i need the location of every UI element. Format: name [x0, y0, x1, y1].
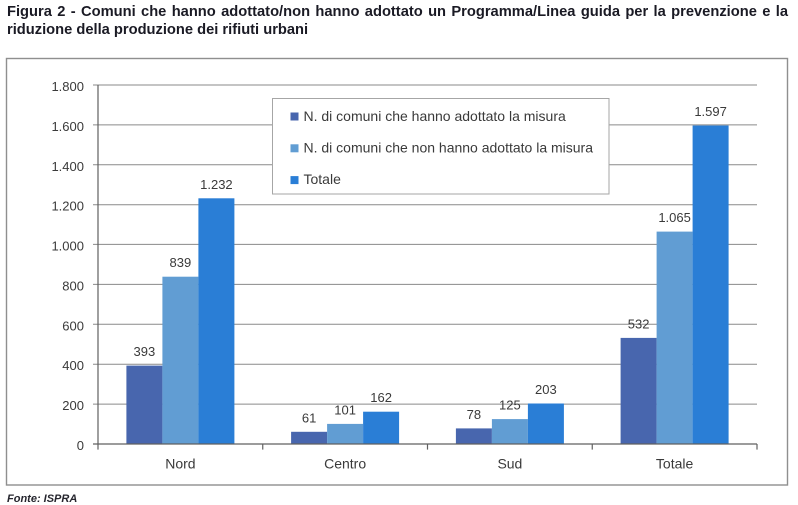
- svg-text:203: 203: [535, 382, 557, 397]
- svg-text:Totale: Totale: [656, 455, 694, 471]
- svg-text:1.232: 1.232: [200, 177, 233, 192]
- svg-text:400: 400: [62, 358, 84, 373]
- svg-text:101: 101: [334, 402, 356, 417]
- svg-text:800: 800: [62, 278, 84, 293]
- svg-text:Totale: Totale: [304, 171, 342, 187]
- svg-text:1.400: 1.400: [51, 159, 84, 174]
- svg-text:0: 0: [77, 438, 84, 453]
- svg-text:532: 532: [628, 316, 650, 331]
- svg-text:N. di comuni che non hanno ado: N. di comuni che non hanno adottato la m…: [304, 139, 594, 155]
- svg-text:162: 162: [370, 390, 392, 405]
- svg-text:1.200: 1.200: [51, 199, 84, 214]
- svg-text:1.597: 1.597: [694, 104, 727, 119]
- svg-text:Sud: Sud: [497, 455, 522, 471]
- svg-text:Nord: Nord: [165, 455, 195, 471]
- svg-text:1.000: 1.000: [51, 238, 84, 253]
- svg-text:N. di comuni che hanno adottat: N. di comuni che hanno adottato la misur…: [304, 108, 566, 124]
- svg-text:61: 61: [302, 410, 316, 425]
- svg-text:78: 78: [467, 407, 481, 422]
- svg-text:1.600: 1.600: [51, 119, 84, 134]
- svg-text:200: 200: [62, 398, 84, 413]
- svg-text:600: 600: [62, 318, 84, 333]
- svg-text:125: 125: [499, 398, 521, 413]
- svg-text:839: 839: [170, 255, 192, 270]
- svg-text:Centro: Centro: [324, 455, 366, 471]
- svg-text:1.800: 1.800: [51, 79, 84, 94]
- svg-text:1.065: 1.065: [658, 210, 691, 225]
- svg-text:393: 393: [134, 344, 156, 359]
